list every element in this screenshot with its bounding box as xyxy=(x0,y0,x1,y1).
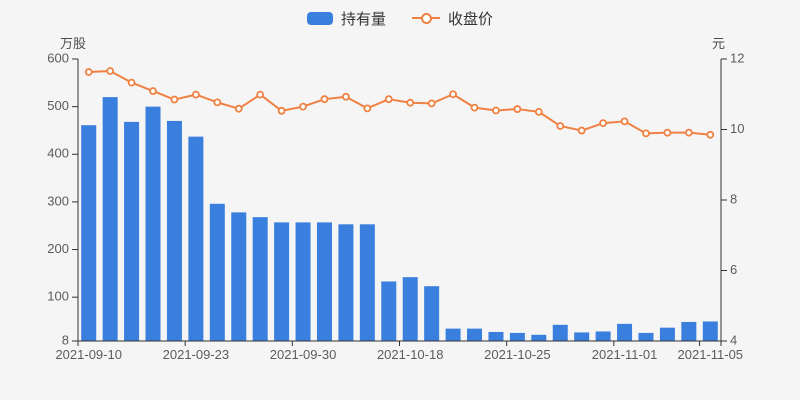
close-price-point xyxy=(642,129,650,138)
holdings-bar xyxy=(509,332,525,341)
line-series-swatch-icon xyxy=(412,12,440,25)
holdings-bar xyxy=(295,222,311,341)
close-price-point xyxy=(320,95,329,104)
holdings-bar xyxy=(617,323,633,341)
close-price-point xyxy=(363,104,372,113)
left-axis-tick-label: 500 xyxy=(47,98,69,113)
holdings-bar xyxy=(424,286,440,341)
holdings-bar xyxy=(445,328,461,341)
close-price-point xyxy=(534,107,543,116)
holdings-bar xyxy=(209,203,225,341)
bar-series-swatch-icon xyxy=(306,11,333,25)
holdings-bar xyxy=(402,277,418,341)
x-axis-date-label: 2021-10-18 xyxy=(377,347,444,362)
close-price-point xyxy=(256,90,265,99)
holdings-bar xyxy=(681,321,697,341)
close-price-point xyxy=(556,122,565,130)
legend-item-holdings[interactable]: 持有量 xyxy=(306,8,386,29)
holdings-bar xyxy=(145,106,161,341)
close-price-point xyxy=(470,103,479,112)
close-price-point xyxy=(299,102,307,111)
x-axis-date-label: 2021-09-10 xyxy=(55,347,122,362)
right-axis-tick-label: 4 xyxy=(730,332,737,347)
right-axis-unit-label: 元 xyxy=(712,36,726,51)
close-price-point xyxy=(277,106,286,115)
holdings-bar xyxy=(274,222,290,341)
holdings-bar xyxy=(359,224,375,341)
left-axis-tick-label: 600 xyxy=(47,50,69,65)
legend-label-close-price: 收盘价 xyxy=(448,10,494,28)
close-price-point xyxy=(427,99,436,108)
left-axis-unit-label: 万股 xyxy=(60,36,87,51)
close-price-point xyxy=(513,105,522,113)
holdings-bar xyxy=(252,217,268,341)
left-axis-tick-label: 300 xyxy=(47,193,69,208)
x-axis-date-label: 2021-09-30 xyxy=(270,347,337,362)
close-price-point xyxy=(663,128,672,137)
right-axis-tick-label: 6 xyxy=(730,262,737,277)
holdings-bar xyxy=(102,97,118,341)
close-price-line xyxy=(88,69,711,136)
holdings-bar xyxy=(467,328,483,341)
x-axis-date-label: 2021-09-23 xyxy=(163,347,230,362)
close-price-point xyxy=(149,87,157,95)
close-price-point xyxy=(127,78,136,87)
holdings-bar xyxy=(488,331,504,341)
close-price-point xyxy=(406,98,415,107)
holdings-bar xyxy=(188,136,204,341)
holdings-bar xyxy=(81,125,97,342)
chart-legend: 持有量 收盘价 xyxy=(0,8,800,28)
left-axis-tick-label: 8 xyxy=(62,332,69,347)
right-axis-tick-label: 8 xyxy=(730,191,737,206)
close-price-point xyxy=(384,95,393,104)
holdings-bar xyxy=(531,334,547,341)
legend-label-holdings: 持有量 xyxy=(340,10,386,28)
close-price-point xyxy=(577,126,586,135)
right-axis-tick-label: 12 xyxy=(730,50,744,65)
x-axis-date-label: 2021-11-01 xyxy=(592,347,658,362)
close-price-point xyxy=(492,106,500,115)
x-axis-date-label: 2021-11-05 xyxy=(678,347,744,362)
holdings-bar xyxy=(231,212,247,341)
holdings-bar xyxy=(659,327,675,341)
holdings-bar xyxy=(574,332,590,341)
left-axis-tick-label: 100 xyxy=(47,289,69,304)
holdings-bar xyxy=(595,331,611,341)
x-axis-date-label: 2021-10-25 xyxy=(484,347,551,362)
close-price-point xyxy=(684,128,693,137)
right-axis-tick-label: 10 xyxy=(730,121,744,136)
close-price-point xyxy=(706,130,715,139)
close-price-point xyxy=(170,95,179,104)
holdings-bar xyxy=(638,332,654,341)
left-axis-tick-label: 400 xyxy=(47,146,69,161)
holdings-bar xyxy=(316,222,332,341)
close-price-point xyxy=(213,98,222,107)
close-price-point xyxy=(191,90,200,99)
close-price-point xyxy=(599,119,608,128)
legend-item-close-price[interactable]: 收盘价 xyxy=(412,8,493,29)
close-price-point xyxy=(106,67,115,75)
close-price-point xyxy=(449,90,457,99)
left-axis-tick-label: 200 xyxy=(47,241,69,256)
close-price-point xyxy=(342,92,350,101)
holdings-bar xyxy=(552,324,568,341)
close-price-point xyxy=(234,104,243,113)
holdings-bar xyxy=(702,321,718,341)
holdings-bar xyxy=(124,121,140,341)
holdings-bar xyxy=(166,120,182,341)
close-price-point xyxy=(620,117,629,126)
close-price-point xyxy=(84,68,93,76)
holdings-bar xyxy=(338,224,354,341)
holdings-bar xyxy=(381,281,397,341)
